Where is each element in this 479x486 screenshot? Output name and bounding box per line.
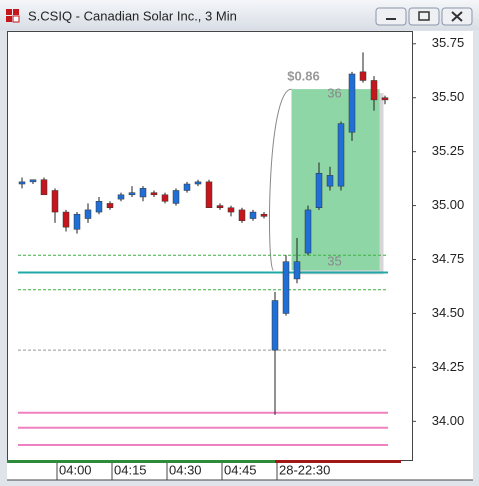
- y-tick-label: 35.25: [432, 143, 465, 158]
- candle-body: [73, 213, 81, 230]
- x-tick-label: 04:45: [224, 462, 257, 477]
- candle-body: [337, 123, 345, 187]
- candle-body: [51, 190, 59, 213]
- x-tick-label: 04:00: [59, 462, 92, 477]
- candle-body: [183, 183, 191, 191]
- bar-count-label: 35: [327, 254, 341, 269]
- x-tick-label: 28-22:30: [279, 462, 330, 477]
- session-bar: [275, 460, 401, 463]
- candle-body: [370, 80, 378, 101]
- window-title: S.CSIQ - Canadian Solar Inc., 3 Min: [28, 8, 237, 23]
- y-tick-label: 35.75: [432, 35, 465, 50]
- candle-body: [40, 179, 48, 196]
- bar-count-label: 36: [327, 86, 341, 101]
- minimize-button[interactable]: [375, 7, 407, 26]
- candle-body: [293, 261, 301, 280]
- candle-body: [95, 201, 103, 213]
- highlight-box: [291, 89, 380, 271]
- candle-body: [359, 71, 367, 81]
- candle-body: [227, 207, 235, 213]
- candle-body: [18, 181, 26, 185]
- candle-body: [348, 73, 356, 133]
- candle-body: [271, 300, 279, 351]
- candle-body: [249, 211, 257, 219]
- candle-body: [282, 261, 290, 314]
- candle-body: [139, 188, 147, 198]
- app-icon: [6, 9, 20, 23]
- measure-curve: [269, 88, 292, 271]
- y-tick-label: 34.25: [432, 359, 465, 374]
- candle-body: [381, 97, 389, 101]
- candle-body: [106, 203, 114, 208]
- candle-body: [304, 209, 312, 254]
- x-tick-label: 04:15: [114, 462, 147, 477]
- candle-body: [29, 179, 37, 183]
- y-tick-label: 34.75: [432, 251, 465, 266]
- candle-body: [238, 209, 246, 221]
- y-tick-label: 35.50: [432, 89, 465, 104]
- session-bar: [7, 460, 275, 463]
- candle-body: [117, 194, 125, 200]
- maximize-button[interactable]: [408, 7, 440, 26]
- candle-body: [315, 172, 323, 208]
- candle-body: [128, 192, 136, 196]
- candle-body: [84, 209, 92, 219]
- candle-body: [326, 175, 334, 187]
- y-tick-label: 35.00: [432, 197, 465, 212]
- candle-body: [216, 205, 224, 208]
- close-button[interactable]: [441, 7, 473, 26]
- candle-body: [194, 181, 202, 185]
- candle-body: [172, 190, 180, 204]
- candle-body: [62, 211, 70, 228]
- candle-body: [260, 213, 268, 217]
- y-tick-label: 34.50: [432, 305, 465, 320]
- x-tick-label: 04:30: [169, 462, 202, 477]
- candle-body: [161, 194, 169, 202]
- y-tick-label: 34.00: [432, 413, 465, 428]
- candle-body: [150, 192, 158, 196]
- candle-body: [205, 181, 213, 208]
- measure-label: $0.86: [287, 69, 320, 84]
